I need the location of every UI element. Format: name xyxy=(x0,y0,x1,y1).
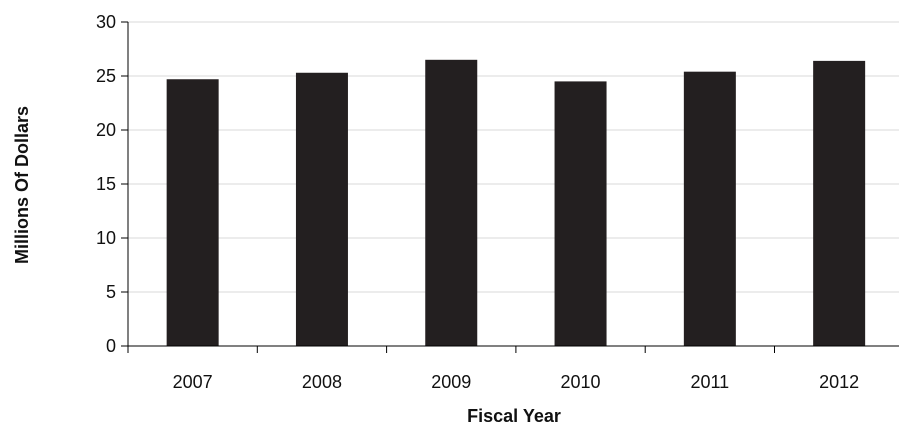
y-tick-label: 15 xyxy=(96,174,116,194)
y-tick-label: 30 xyxy=(96,12,116,32)
y-tick-labels: 0 5 10 15 20 25 30 xyxy=(96,12,116,356)
bar-2007 xyxy=(166,79,219,347)
bar-2008 xyxy=(295,72,348,346)
y-axis-title: Millions Of Dollars xyxy=(12,106,32,264)
x-tick-label: 2007 xyxy=(173,372,213,392)
axes xyxy=(121,21,899,353)
x-tick-label: 2011 xyxy=(690,372,729,392)
y-tick-label: 5 xyxy=(106,282,116,302)
x-tick-label: 2009 xyxy=(431,372,471,392)
bars xyxy=(166,59,866,347)
y-tick-label: 10 xyxy=(96,228,116,248)
y-tick-label: 0 xyxy=(106,336,116,356)
bar-2009 xyxy=(425,59,478,347)
x-tick-label: 2008 xyxy=(302,372,342,392)
x-tick-label: 2012 xyxy=(819,372,859,392)
x-tick-labels: 2007 2008 2009 2010 2011 2012 xyxy=(173,372,860,392)
y-tick-label: 20 xyxy=(96,120,116,140)
x-tick-label: 2010 xyxy=(561,372,601,392)
y-tick-label: 25 xyxy=(96,66,116,86)
bar-2011 xyxy=(683,71,736,347)
gridlines xyxy=(128,21,899,293)
bar-2010 xyxy=(554,81,607,347)
x-axis-title: Fiscal Year xyxy=(467,406,561,426)
bar-2012 xyxy=(813,60,866,346)
